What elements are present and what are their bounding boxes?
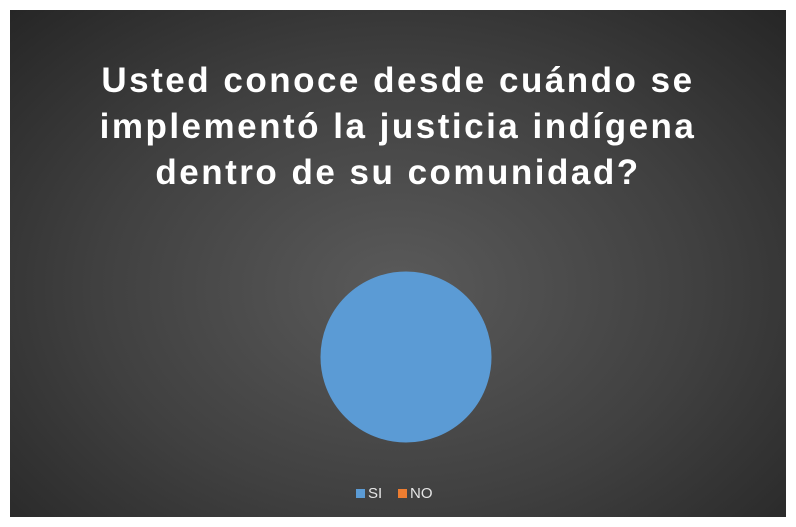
chart-title: Usted conoce desde cuándo se implementó … — [99, 61, 697, 192]
legend-swatch — [398, 489, 407, 498]
legend-label: SI — [368, 485, 382, 502]
chart: SI NO — [320, 271, 492, 502]
legend-swatch — [356, 489, 365, 498]
legend-label: NO — [410, 485, 433, 502]
chart-area: Usted conoce desde cuándo se implementó … — [10, 10, 786, 517]
pie-slice — [320, 271, 492, 443]
